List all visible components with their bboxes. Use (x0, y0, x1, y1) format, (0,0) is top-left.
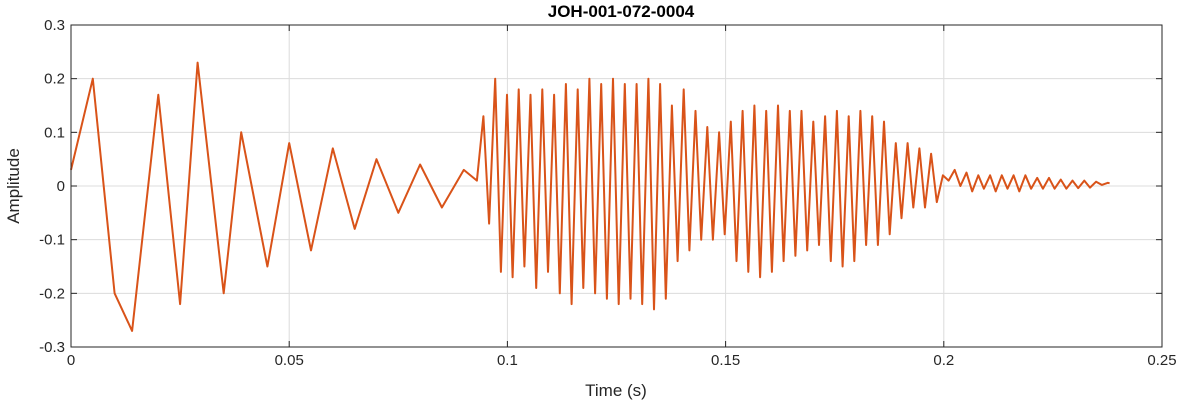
x-tick-labels: 0 0.05 0.1 0.15 0.2 0.25 (67, 352, 1177, 369)
x-tick-label: 0.15 (711, 352, 740, 369)
y-tick-labels: -0.3 -0.2 -0.1 0 0.1 0.2 0.3 (39, 17, 65, 356)
waveform-series (70, 61, 1110, 332)
x-tick-label: 0.25 (1147, 352, 1176, 369)
x-tick-label: 0.2 (933, 352, 954, 369)
y-tick-label: 0 (57, 178, 65, 195)
waveform-line (70, 61, 1110, 332)
plot-frame (70, 24, 1163, 348)
y-tick-label: 0.3 (44, 17, 65, 34)
y-tick-label: 0.2 (44, 71, 65, 88)
y-axis-label: Amplitude (4, 148, 23, 224)
x-tick-label: 0 (67, 352, 75, 369)
y-tick-label: -0.3 (39, 339, 65, 356)
x-tick-label: 0.1 (497, 352, 518, 369)
y-tick-label: 0.1 (44, 124, 65, 141)
y-tick-label: -0.2 (39, 285, 65, 302)
x-axis-label: Time (s) (585, 381, 647, 400)
x-tick-label: 0.05 (275, 352, 304, 369)
chart-title: JOH-001-072-0004 (548, 2, 695, 21)
y-tick-label: -0.1 (39, 232, 65, 249)
